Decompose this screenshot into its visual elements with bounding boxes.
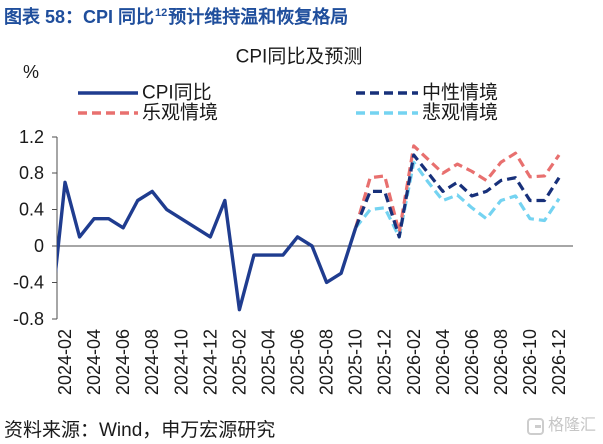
- x-tick-label: 2024-02: [55, 329, 75, 395]
- y-axis-unit-label: %: [23, 62, 39, 82]
- figure-title-footnote-ref: 12: [155, 7, 168, 19]
- watermark: 格隆汇: [527, 416, 596, 436]
- x-tick-label: 2025-12: [375, 329, 395, 395]
- x-tick-label: 2026-08: [491, 329, 511, 395]
- y-tick-label: -0.4: [13, 272, 44, 292]
- x-tick-label: 2026-10: [520, 329, 540, 395]
- x-tick-label: 2026-02: [404, 329, 424, 395]
- x-tick-label: 2025-04: [258, 329, 278, 395]
- y-axis: 1.2 0.8 0.4 0 -0.4 -0.8: [13, 127, 58, 329]
- figure-title-suffix: 预计维持温和恢复格局: [168, 7, 349, 27]
- x-tick-label: 2025-08: [317, 329, 337, 395]
- watermark-logo-icon: [527, 417, 544, 435]
- series-line-pessimistic-scenario: [354, 160, 561, 239]
- series-line-cpi-yoy: [57, 180, 358, 312]
- watermark-text: 格隆汇: [548, 417, 597, 434]
- legend-item-pessimistic-scenario: 悲观情境: [356, 102, 498, 124]
- chart-title: CPI同比及预测: [236, 46, 363, 68]
- x-tick-label: 2025-10: [346, 329, 366, 395]
- y-tick-label: 0.8: [19, 163, 44, 183]
- legend-label-neutral-scenario: 中性情境: [422, 82, 498, 104]
- x-tick-label: 2025-02: [229, 329, 249, 395]
- x-tick-label: 2024-12: [200, 329, 220, 395]
- figure-title-prefix: 图表 58：CPI 同比: [4, 7, 155, 27]
- x-tick-label: 2026-12: [549, 329, 569, 395]
- series-line-optimistic-scenario: [354, 144, 561, 234]
- x-tick-label: 2025-06: [288, 329, 308, 395]
- y-tick-label: 1.2: [19, 127, 44, 147]
- y-tick-label: 0: [34, 236, 44, 256]
- figure-title: 图表 58：CPI 同比12预计维持温和恢复格局: [4, 5, 348, 32]
- x-tick-label: 2026-06: [462, 329, 482, 395]
- legend: CPI同比 中性情境 乐观情境 悲观情境: [78, 82, 498, 124]
- x-tick-label: 2024-08: [142, 329, 162, 395]
- legend-label-optimistic-scenario: 乐观情境: [142, 102, 218, 124]
- x-tick-label: 2024-10: [171, 329, 191, 395]
- legend-label-pessimistic-scenario: 悲观情境: [422, 102, 498, 124]
- y-tick-label: 0.4: [19, 200, 44, 220]
- y-tick-label: -0.8: [13, 309, 44, 329]
- legend-item-cpi-yoy: CPI同比: [78, 82, 212, 104]
- x-tick-label: 2024-06: [113, 329, 133, 395]
- x-tick-label: 2024-04: [84, 329, 104, 395]
- source-note: 资料来源：Wind，申万宏源研究: [4, 420, 276, 441]
- legend-item-neutral-scenario: 中性情境: [356, 82, 498, 104]
- x-axis: 2024-02 2024-04 2024-06 2024-08 2024-10 2024-…: [55, 245, 573, 395]
- x-tick-label: 2026-04: [433, 329, 453, 395]
- plot-area: [57, 144, 561, 312]
- legend-item-optimistic-scenario: 乐观情境: [78, 102, 218, 124]
- legend-label-cpi-yoy: CPI同比: [142, 82, 212, 104]
